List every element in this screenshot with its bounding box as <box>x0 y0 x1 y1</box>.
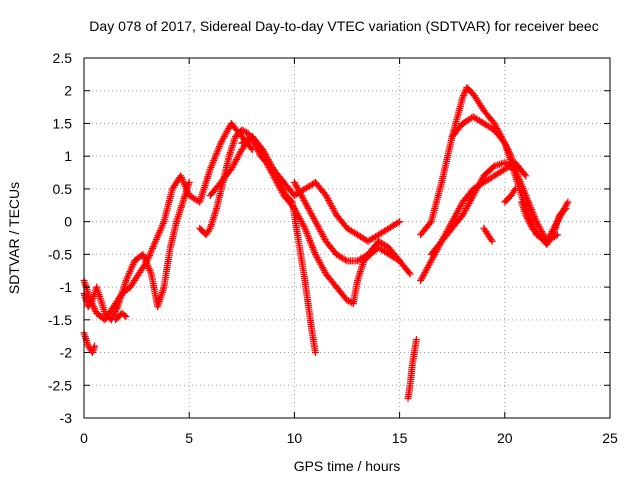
axis-ticks: 0 5 10 15 20 25 -3 -2.5 -2 -1.5 -1 -0.5 0 0.5 1 1.5 2 2.5 <box>48 50 618 446</box>
y-tick-label: -2 <box>60 345 73 361</box>
data-point-markers <box>404 335 420 402</box>
data-point-markers <box>480 224 496 245</box>
y-tick-label: -0.5 <box>48 246 72 262</box>
data-point-markers <box>290 178 414 278</box>
series-arc-16 <box>501 185 519 206</box>
y-tick-label: -2.5 <box>48 377 72 393</box>
x-tick-label: 25 <box>602 430 618 446</box>
data-point-markers <box>448 113 498 140</box>
data-point-markers <box>501 185 519 206</box>
series-arc-13 <box>448 113 498 140</box>
series-arc-14 <box>490 126 519 173</box>
y-tick-label: 1.5 <box>53 115 73 131</box>
data-points <box>80 84 572 402</box>
x-tick-label: 0 <box>80 430 88 446</box>
y-tick-label: 1 <box>64 148 72 164</box>
x-tick-label: 20 <box>497 430 513 446</box>
y-tick-label: 2 <box>64 83 72 99</box>
y-tick-label: 0.5 <box>53 181 73 197</box>
data-point-markers <box>490 126 519 173</box>
data-point-markers <box>518 198 570 248</box>
y-axis-label: SDTVAR / TECUs <box>6 182 22 294</box>
y-tick-label: -1.5 <box>48 312 72 328</box>
y-tick-label: 0 <box>64 214 72 230</box>
data-point-markers <box>80 178 193 324</box>
y-tick-label: -3 <box>60 410 73 426</box>
gridlines <box>84 58 610 418</box>
x-tick-label: 10 <box>287 430 303 446</box>
series-arc-3 <box>80 329 99 356</box>
series-arc-17 <box>518 198 570 248</box>
series-arc-4 <box>112 309 130 324</box>
chart-title: Day 078 of 2017, Sidereal Day-to-day VTE… <box>89 18 598 34</box>
series-arc-2 <box>80 178 193 324</box>
x-tick-label: 5 <box>185 430 193 446</box>
plot-frame <box>83 57 611 419</box>
series-arc-9 <box>404 335 420 402</box>
data-point-markers <box>80 329 99 356</box>
x-tick-label: 15 <box>392 430 408 446</box>
y-tick-label: -1 <box>60 279 73 295</box>
y-tick-label: 2.5 <box>53 50 73 66</box>
series-arc-8 <box>290 178 414 278</box>
x-axis-label: GPS time / hours <box>294 458 401 474</box>
series-arc-15 <box>480 224 496 245</box>
series-arc-7 <box>238 133 404 307</box>
data-point-markers <box>112 309 130 324</box>
data-point-markers <box>238 133 404 307</box>
